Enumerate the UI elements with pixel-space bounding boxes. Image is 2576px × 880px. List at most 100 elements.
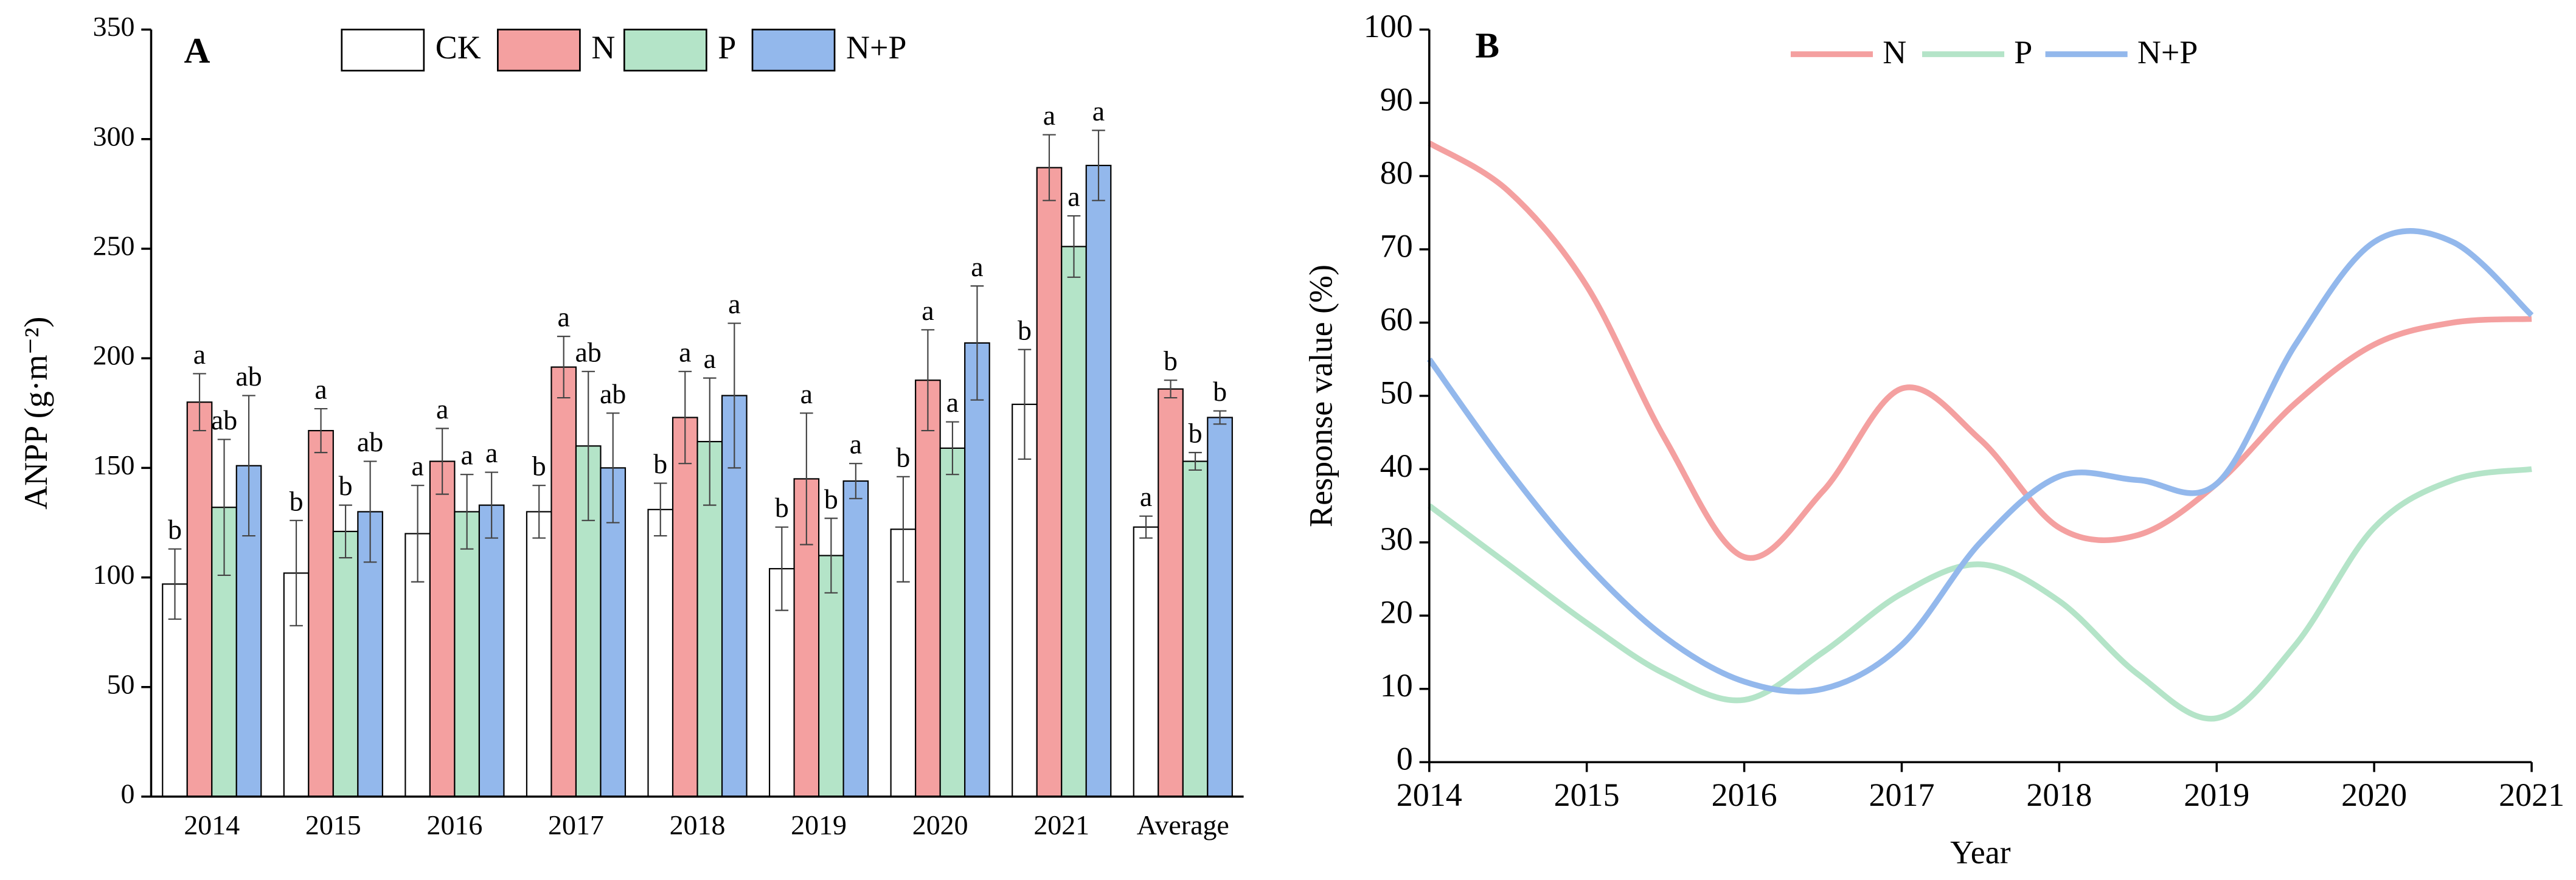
bar <box>332 530 359 798</box>
legend-label: P <box>2014 34 2032 71</box>
bar <box>1012 403 1038 798</box>
significance-letter: b <box>775 492 789 523</box>
x-tick-label: 2019 <box>2184 777 2249 813</box>
x-tick-label: 2014 <box>1397 777 1462 813</box>
x-tick-label: 2017 <box>1869 777 1934 813</box>
error-bar <box>1043 134 1056 201</box>
error-bar <box>314 407 328 454</box>
bar <box>1036 167 1063 798</box>
error-bar <box>460 474 474 550</box>
x-tick-label: 2020 <box>2341 777 2407 813</box>
significance-letter: b <box>824 483 838 514</box>
error-bar <box>217 438 231 577</box>
x-tick-label: 2016 <box>1712 777 1777 813</box>
y-tick-label: 40 <box>1380 448 1413 484</box>
error-bar <box>800 412 813 546</box>
error-bar <box>290 519 303 626</box>
bar <box>1158 388 1184 798</box>
bar <box>842 480 869 798</box>
significance-letter: ab <box>211 404 237 435</box>
error-bar <box>921 329 935 432</box>
series-line <box>1427 466 2532 722</box>
significance-letter: a <box>193 339 206 370</box>
error-bar <box>242 395 255 537</box>
legend-swatch <box>497 29 581 72</box>
significance-letter: ab <box>600 378 626 409</box>
significance-letter: a <box>922 295 934 326</box>
error-bar <box>727 322 741 469</box>
error-bar <box>1092 130 1105 201</box>
y-tick-label: 100 <box>93 559 135 590</box>
legend-label: N+P <box>2137 34 2198 71</box>
series-line <box>1426 228 2534 695</box>
x-tick-label: 2018 <box>670 809 726 840</box>
significance-letter: b <box>896 442 910 473</box>
significance-letter: a <box>460 440 473 471</box>
significance-letter: ab <box>235 361 262 392</box>
y-tick-label: 30 <box>1380 521 1413 557</box>
error-bar <box>436 428 449 495</box>
x-tick-label: 2018 <box>2026 777 2092 813</box>
error-bar <box>703 377 717 506</box>
significance-letter: b <box>653 448 667 479</box>
significance-letter: b <box>290 485 304 516</box>
bar <box>1061 246 1087 798</box>
x-tick-label: 2020 <box>912 809 968 840</box>
error-bar <box>606 412 620 524</box>
significance-letter: a <box>411 451 423 482</box>
x-tick-label: 2017 <box>548 809 604 840</box>
error-bar <box>775 526 789 611</box>
error-bar <box>557 336 571 399</box>
significance-letter: b <box>1164 345 1178 376</box>
significance-letter: a <box>704 343 716 374</box>
bar <box>186 401 213 798</box>
error-bar <box>946 421 959 476</box>
y-tick-label: 50 <box>1380 374 1413 411</box>
x-tick-label: 2021 <box>1033 809 1089 840</box>
bar <box>939 447 966 798</box>
error-bar <box>824 518 838 594</box>
y-tick-label: 70 <box>1380 227 1413 264</box>
legend-label: P <box>718 29 736 66</box>
error-bar <box>363 460 377 563</box>
bar <box>672 417 698 798</box>
error-bar <box>1139 515 1153 539</box>
error-bar <box>532 485 546 539</box>
x-tick-label: 2015 <box>305 809 361 840</box>
significance-letter: a <box>946 387 959 418</box>
legend-swatch <box>751 29 836 72</box>
y-tick-label: 80 <box>1380 154 1413 191</box>
y-tick-label: 100 <box>1364 8 1413 44</box>
y-tick-label: 250 <box>93 230 135 262</box>
significance-letter: b <box>339 470 353 501</box>
legend-swatch <box>341 29 425 72</box>
y-tick-label: 200 <box>93 340 135 371</box>
legend-label: CK <box>436 29 481 66</box>
significance-letter: a <box>1068 181 1080 212</box>
bar <box>454 511 480 798</box>
bar <box>1133 526 1159 798</box>
significance-letter: b <box>1213 376 1227 407</box>
error-bar <box>168 548 182 620</box>
series-line <box>1428 140 2532 561</box>
significance-letter: b <box>168 514 182 545</box>
legend-swatch <box>623 29 707 72</box>
y-tick-label: 350 <box>93 11 135 42</box>
bar <box>308 430 334 798</box>
bar <box>1085 164 1112 798</box>
legend-label: N+P <box>846 29 906 66</box>
x-tick-label: Average <box>1137 809 1229 840</box>
significance-letter: a <box>314 374 327 405</box>
bar <box>1207 417 1233 798</box>
significance-letter: a <box>679 336 691 367</box>
error-bar <box>1018 348 1032 460</box>
y-tick-label: 300 <box>93 120 135 151</box>
significance-letter: b <box>532 451 546 482</box>
bar <box>964 342 990 798</box>
y-tick-label: 60 <box>1380 301 1413 338</box>
error-bar <box>1164 379 1178 399</box>
x-axis-label: Year <box>1950 834 2011 871</box>
significance-letter: a <box>1043 100 1055 131</box>
error-bar <box>970 285 984 401</box>
